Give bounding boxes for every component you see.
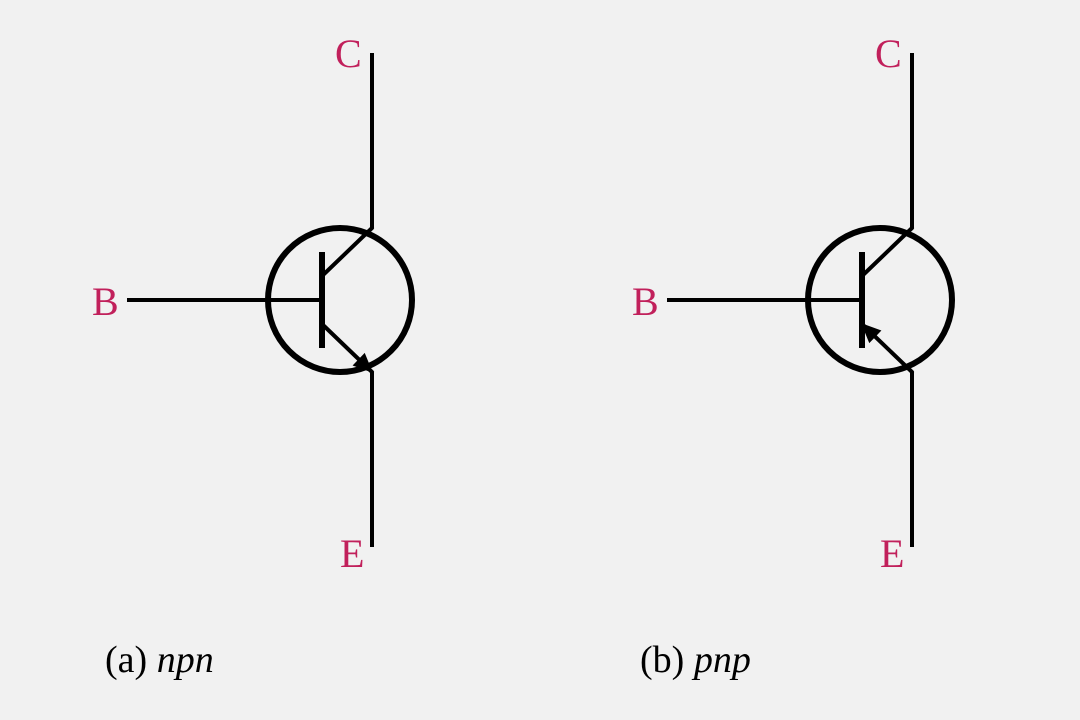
npn-transistor xyxy=(127,53,412,547)
pnp-caption-prefix: (b) xyxy=(640,639,694,681)
transistor-diagram xyxy=(0,0,1080,720)
npn-base-label: B xyxy=(92,278,119,325)
npn-emitter-label: E xyxy=(340,530,364,577)
npn-caption: (a) npn xyxy=(105,638,214,682)
npn-caption-type: npn xyxy=(157,639,214,681)
npn-collector-label: C xyxy=(335,30,362,77)
npn-caption-prefix: (a) xyxy=(105,639,157,681)
pnp-emitter-label: E xyxy=(880,530,904,577)
pnp-transistor xyxy=(667,53,952,547)
pnp-collector-label: C xyxy=(875,30,902,77)
pnp-base-label: B xyxy=(632,278,659,325)
pnp-caption: (b) pnp xyxy=(640,638,751,682)
pnp-caption-type: pnp xyxy=(694,639,751,681)
